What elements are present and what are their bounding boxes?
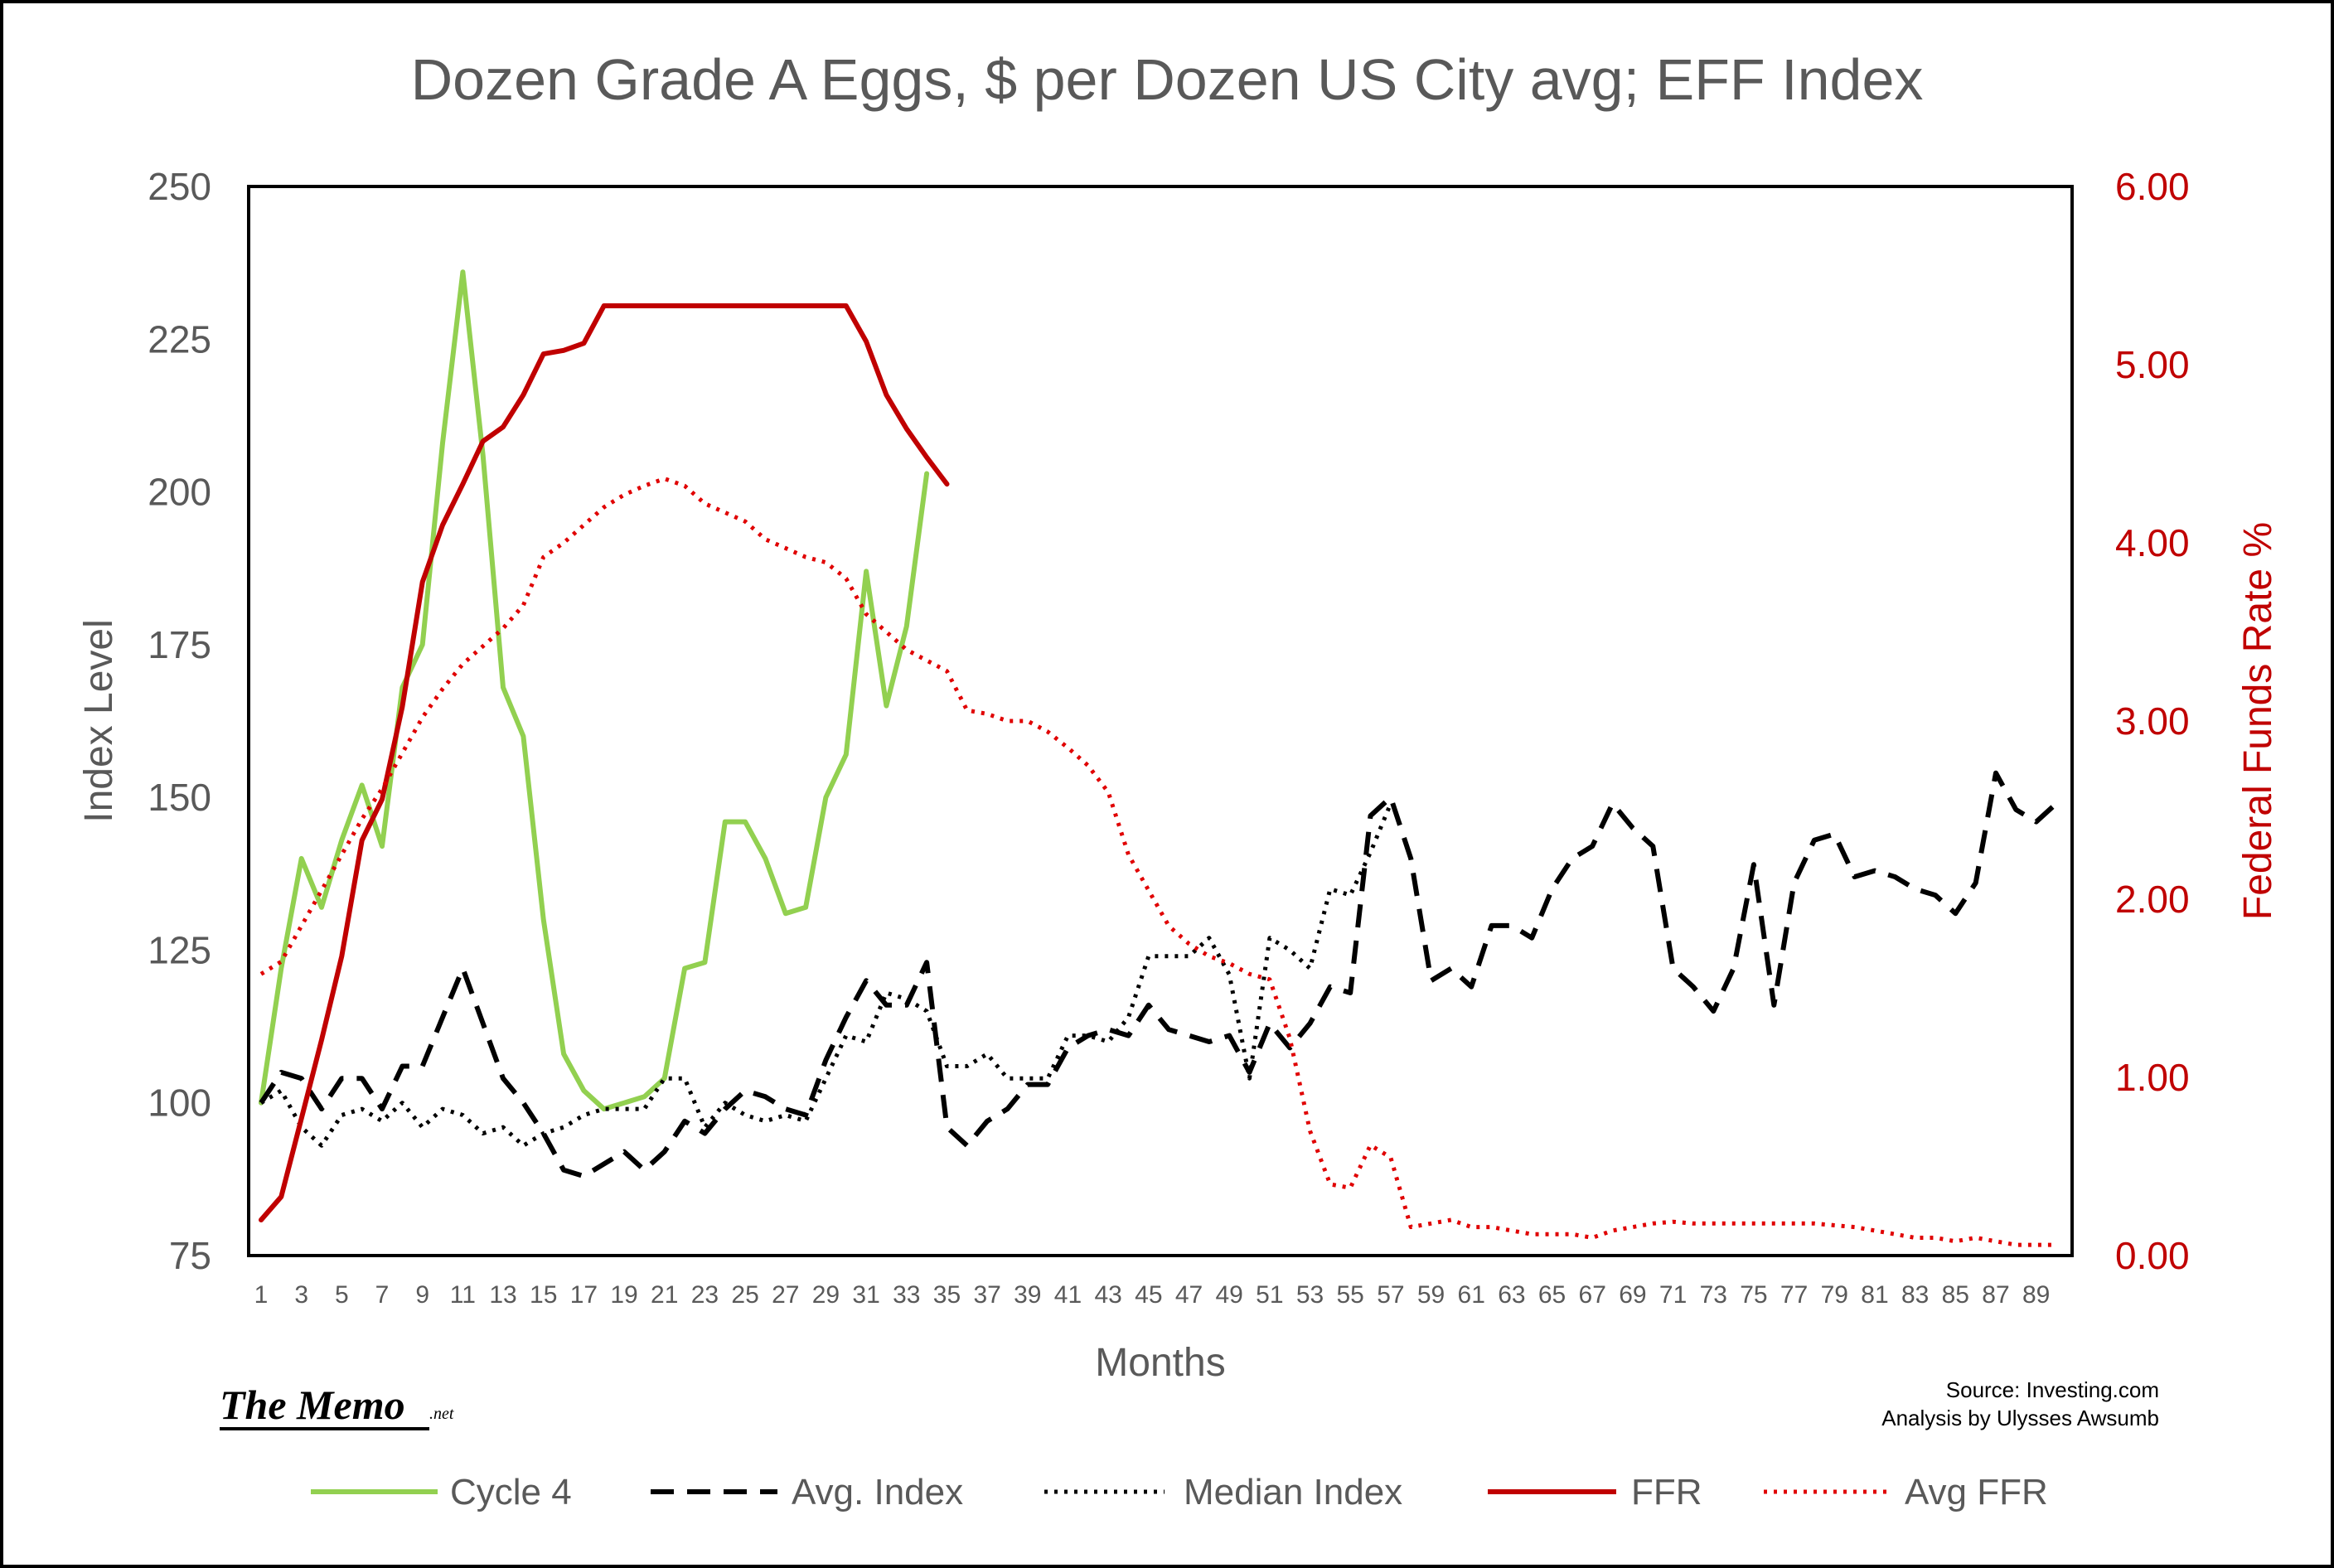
x-tick-label: 29 [812,1281,840,1309]
x-tick-label: 55 [1337,1281,1364,1309]
x-tick-label: 33 [893,1281,920,1309]
x-tick-label: 77 [1780,1281,1808,1309]
x-tick-label: 1 [254,1281,269,1309]
x-tick-label: 43 [1094,1281,1121,1309]
y-tick-label: 250 [148,165,211,208]
brand-suffix: .net [429,1405,454,1423]
x-tick-label: 65 [1538,1281,1566,1309]
x-tick-label: 45 [1135,1281,1162,1309]
legend-label: FFR [1631,1472,1702,1512]
x-tick-label: 13 [489,1281,516,1309]
series-line-cycle-4 [259,269,930,1112]
x-tick-label: 49 [1215,1281,1242,1309]
x-tick-label: 25 [731,1281,758,1309]
x-tick-label: 79 [1821,1281,1848,1309]
x-axis-title: Months [1095,1341,1225,1385]
x-tick-label: 23 [691,1281,719,1309]
series-layer [259,269,2059,1247]
x-tick-label: 41 [1054,1281,1082,1309]
x-tick-label: 61 [1458,1281,1485,1309]
x-tick-label: 31 [852,1281,879,1309]
y2-axis-title: Federal Funds Rate % [2236,522,2280,920]
x-tick-label: 73 [1700,1281,1727,1309]
plot-area [247,185,2074,1257]
x-tick-label: 89 [2022,1281,2050,1309]
x-tick-label: 59 [1417,1281,1445,1309]
series-line-avg-ffr [259,477,2056,1247]
x-tick-label: 47 [1175,1281,1203,1309]
legend-label: Cycle 4 [450,1472,572,1512]
x-tick-label: 35 [933,1281,961,1309]
legend-label: Avg. Index [792,1472,963,1512]
y-tick-label: 125 [148,928,211,971]
y-tick-label: 75 [169,1234,211,1277]
x-tick-label: 17 [570,1281,598,1309]
x-tick-label: 87 [1982,1281,2009,1309]
x-tick-label: 51 [1256,1281,1283,1309]
legend-label: Median Index [1184,1472,1402,1512]
y2-tick-label: 0.00 [2115,1234,2190,1277]
series-line-avg-index [259,770,2059,1179]
x-tick-label: 71 [1659,1281,1687,1309]
y2-tick-label: 3.00 [2115,699,2190,743]
x-tick-label: 83 [1901,1281,1929,1309]
x-tick-label: 81 [1861,1281,1888,1309]
x-tick-label: 27 [772,1281,799,1309]
series-line-median-index [259,802,1393,1148]
y2-tick-label: 6.00 [2115,165,2190,208]
x-tick-label: 37 [973,1281,1000,1309]
y2-tick-label: 4.00 [2115,521,2190,564]
y2-axis-ticks: 6.00 5.00 4.00 3.00 2.00 1.00 0.00 [2115,165,2190,1277]
x-tick-label: 53 [1296,1281,1324,1309]
x-tick-label: 7 [375,1281,390,1309]
x-tick-label: 21 [651,1281,678,1309]
x-tick-label: 19 [610,1281,637,1309]
x-tick-label: 69 [1619,1281,1646,1309]
x-tick-label: 9 [415,1281,429,1309]
x-tick-label: 57 [1377,1281,1404,1309]
y-axis-ticks: 250 225 200 175 150 125 100 75 [148,165,211,1277]
x-tick-label: 5 [335,1281,349,1309]
legend-label: Avg FFR [1905,1472,2048,1512]
source-line-2: Analysis by Ulysses Awsumb [1881,1406,2159,1430]
x-tick-label: 85 [1942,1281,1969,1309]
x-tick-label: 11 [450,1281,476,1309]
y-tick-label: 175 [148,623,211,666]
chart-title: Dozen Grade A Eggs, $ per Dozen US City … [411,47,1924,112]
x-axis-ticks: 1 3 5 7 9 11 13 15 17 19 21 23 25 27 29 31 33 35 37 39 41 43 4… [254,1281,2051,1309]
x-tick-label: 63 [1498,1281,1525,1309]
source-line-1: Source: Investing.com [1946,1377,2159,1402]
y-tick-label: 150 [148,776,211,819]
series-line-ffr [259,303,950,1222]
y-tick-label: 225 [148,317,211,361]
y-axis-title: Index Level [77,619,121,823]
y2-tick-label: 2.00 [2115,878,2190,921]
brand-name: The Memo [220,1382,405,1428]
y2-tick-label: 1.00 [2115,1056,2190,1099]
y2-tick-label: 5.00 [2115,343,2190,386]
x-tick-label: 15 [530,1281,557,1309]
x-tick-label: 39 [1014,1281,1041,1309]
y-tick-label: 100 [148,1082,211,1125]
x-tick-label: 3 [294,1281,308,1309]
y-tick-label: 200 [148,471,211,514]
brand-logo: The Memo .net [220,1382,454,1430]
x-tick-label: 75 [1740,1281,1767,1309]
legend: Cycle 4 Avg. Index Median Index FFR Avg FFR [311,1472,2048,1512]
x-tick-label: 67 [1579,1281,1606,1309]
